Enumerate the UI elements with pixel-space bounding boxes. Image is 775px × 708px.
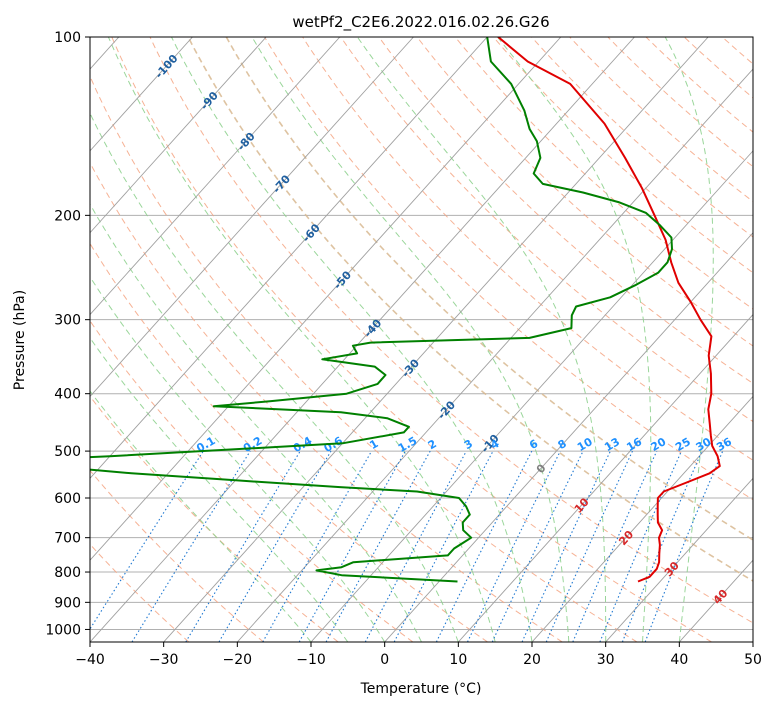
isotherm-line bbox=[163, 37, 709, 642]
isotherm-line bbox=[384, 232, 753, 642]
isotherm-line bbox=[236, 68, 753, 642]
y-tick-label: 900 bbox=[54, 595, 81, 611]
dry-adiabat-line bbox=[607, 37, 753, 168]
x-axis-ticks: −40 −30 −20 −10 0 10 20 30 40 50 bbox=[75, 642, 762, 668]
plot-frame bbox=[89, 36, 754, 643]
skewed-isotherms bbox=[90, 37, 753, 642]
dry-adiabat-line bbox=[340, 37, 753, 423]
dry-adiabat-line bbox=[90, 75, 638, 642]
moist-adiabat-line bbox=[107, 37, 496, 642]
mixing-ratio-line bbox=[90, 450, 204, 631]
dewpoint-profile-line bbox=[90, 37, 673, 583]
mixing-ratio-line bbox=[298, 450, 406, 642]
y-axis-label: Pressure (hPa) bbox=[12, 290, 28, 390]
y-tick-label: 700 bbox=[54, 531, 81, 547]
mixing-ratio-line bbox=[521, 450, 611, 642]
dry-adiabat-line bbox=[90, 161, 563, 642]
x-axis-label: Temperature (°C) bbox=[360, 681, 482, 697]
plot-background bbox=[90, 37, 753, 642]
x-tick-label: 30 bbox=[597, 652, 615, 668]
moist-adiabat-line bbox=[90, 390, 312, 642]
x-tick-label: −30 bbox=[149, 652, 179, 668]
x-tick-label: 10 bbox=[449, 652, 467, 668]
dry-adiabat-line bbox=[187, 37, 753, 582]
isotherm-line bbox=[90, 37, 267, 234]
mixing-ratio-line bbox=[218, 450, 332, 642]
isotherm-line bbox=[90, 37, 635, 642]
mixing-ratio-line bbox=[467, 450, 561, 642]
x-tick-label: −10 bbox=[296, 652, 326, 668]
y-tick-label: 500 bbox=[54, 444, 81, 460]
y-tick-label: 300 bbox=[54, 313, 81, 329]
isotherm-line bbox=[90, 37, 193, 152]
mixing-ratio-line bbox=[131, 450, 251, 642]
isotherm-line bbox=[531, 395, 753, 642]
y-axis-ticks: 100 200 300 400 500 600 700 800 900 1000 bbox=[45, 30, 90, 638]
dry-adiabat-line bbox=[111, 37, 712, 642]
mixing-ratio-line bbox=[325, 450, 431, 642]
x-tick-label: 20 bbox=[523, 652, 541, 668]
isotherm-line bbox=[310, 150, 753, 642]
profile-series bbox=[90, 37, 721, 583]
dry-adiabat-line bbox=[264, 37, 753, 501]
isotherm-line bbox=[90, 37, 414, 398]
mixing-ratio-labels: 0.1 0.2 0.4 0.6 1 1.5 2 3 4 6 8 10 13 16 20 25 30 36 bbox=[194, 434, 734, 455]
moist-adiabat-line bbox=[251, 37, 570, 642]
x-tick-label: −40 bbox=[75, 652, 105, 668]
moist-adiabat-line bbox=[90, 276, 386, 642]
y-tick-label: 100 bbox=[54, 30, 81, 46]
y-tick-label: 800 bbox=[54, 565, 81, 581]
mixing-ratio-line bbox=[262, 450, 373, 642]
dry-adiabat-line bbox=[90, 320, 414, 642]
mixing-ratio-line bbox=[545, 450, 633, 642]
mixing-ratio-line bbox=[491, 450, 584, 642]
dry-adiabat-line bbox=[149, 37, 753, 624]
dry-adiabat-line bbox=[493, 37, 753, 274]
moist-adiabat-line bbox=[497, 37, 652, 642]
x-tick-label: 40 bbox=[670, 652, 688, 668]
y-tick-label: 400 bbox=[54, 387, 81, 403]
mixing-ratio-line bbox=[599, 450, 682, 642]
dry-adiabat-line bbox=[378, 37, 753, 384]
y-tick-label: 1000 bbox=[45, 622, 81, 638]
isotherm-line bbox=[457, 313, 753, 642]
moist-adiabat-line bbox=[171, 37, 533, 642]
dry-adiabat-line bbox=[90, 242, 488, 642]
moist-adiabat-line bbox=[356, 37, 607, 642]
chart-title: wetPf2_C2E6.2022.016.02.26.G26 bbox=[292, 13, 549, 32]
x-tick-label: 50 bbox=[744, 652, 762, 668]
x-tick-label: −20 bbox=[223, 652, 253, 668]
y-tick-label: 200 bbox=[54, 208, 81, 224]
moist-adiabat-line bbox=[90, 337, 349, 642]
isotherm-line bbox=[90, 37, 488, 479]
isotherm-line bbox=[90, 37, 341, 316]
isotherm-line bbox=[90, 37, 562, 561]
dry-adiabat-line bbox=[416, 37, 753, 347]
dry-adiabat-line bbox=[454, 37, 753, 310]
temperature-profile-line bbox=[497, 37, 721, 583]
isotherm-line bbox=[605, 477, 753, 642]
x-tick-label: 0 bbox=[380, 652, 389, 668]
y-tick-label: 600 bbox=[54, 491, 81, 507]
